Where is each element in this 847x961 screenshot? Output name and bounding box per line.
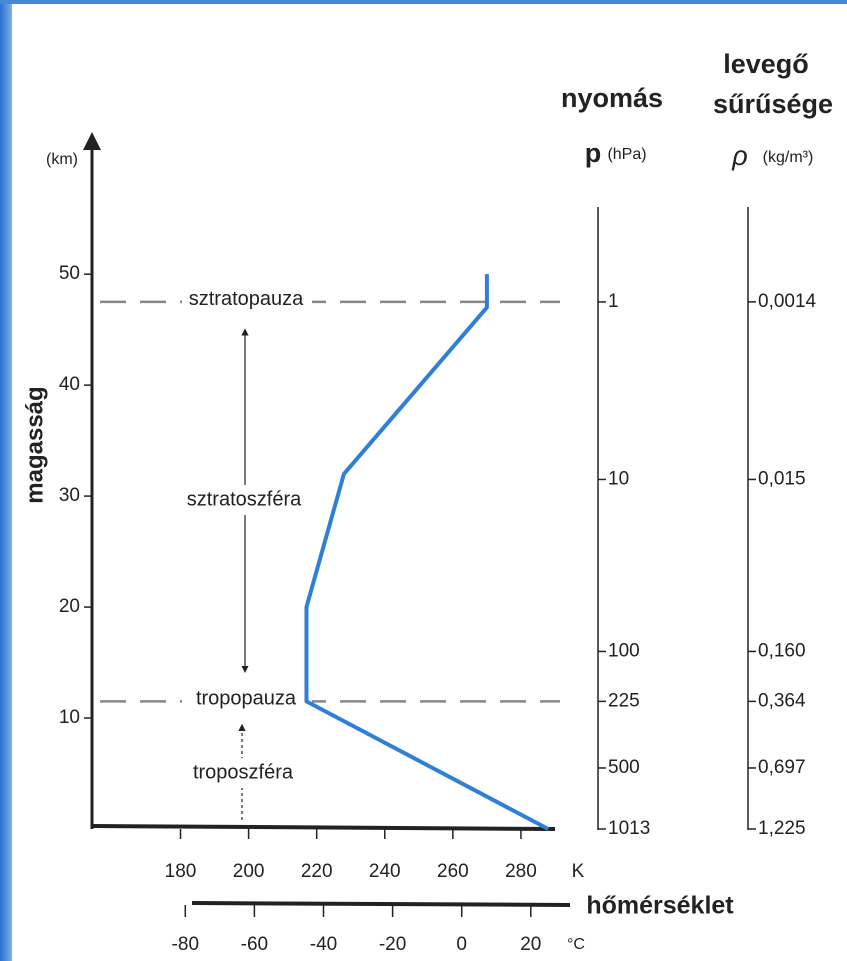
x-tick-label: 280 [505,861,537,882]
profile-line [304,274,550,831]
density-tick-label: 0,364 [758,690,806,711]
label-bg [182,287,312,316]
label-bg [182,758,306,788]
label-bg [176,485,316,515]
y-tick-label: 10 [59,707,80,728]
density-unit: (kg/m³) [763,149,814,166]
top-bar [0,0,847,4]
layer-label: tropopauza [196,688,297,710]
region-label: sztratoszféra [187,488,302,510]
x-axis [91,824,556,831]
x2-tick-label: -80 [172,934,199,955]
layer-label: sztratopauza [189,288,304,310]
pressure-tick-label: 1013 [608,818,650,839]
density-tick-label: 0,015 [758,468,806,489]
pressure-tick-label: 1 [608,291,619,312]
x-unit: K [572,861,585,882]
density-tick-label: 0,0014 [758,291,817,312]
x2-unit: °C [567,936,585,953]
x-tick-label: 240 [369,861,401,882]
x2-tick-label: -20 [379,934,406,955]
y-tick-label: 50 [59,263,80,284]
x2-tick-label: -60 [241,934,268,955]
pressure-symbol: p [585,138,602,168]
pressure-header: nyomás [561,83,663,113]
pressure-tick-label: 10 [608,468,629,489]
x-tick-label: 220 [301,861,333,882]
pressure-tick-label: 500 [608,757,640,778]
x-tick-label: 260 [437,861,469,882]
x2-tick-label: -40 [310,934,337,955]
x-tick-label: 180 [165,861,197,882]
x2-tick-label: 0 [456,934,467,955]
x2-axis [191,901,571,907]
region-label: troposzféra [193,761,294,783]
pressure-tick-label: 100 [608,640,640,661]
pressure-unit: (hPa) [607,146,646,163]
density-tick-label: 0,697 [758,757,806,778]
density-header: levegő [723,49,809,79]
label-bg [182,687,312,716]
density-symbol: ρ [731,141,747,171]
density-tick-label: 1,225 [758,818,806,839]
x2-tick-label: 20 [520,934,541,955]
pressure-tick-label: 225 [608,690,640,711]
y-tick-label: 30 [59,485,80,506]
y-tick-label: 40 [59,374,80,395]
side-bar [0,0,12,961]
y-unit: (km) [46,151,78,168]
x-tick-label: 200 [233,861,265,882]
y-axis-label: magasság [21,386,48,503]
density-header: sűrűsége [713,89,833,119]
y-tick-label: 20 [59,596,80,617]
x-axis-label: hőmérséklet [586,892,734,920]
density-tick-label: 0,160 [758,640,806,661]
